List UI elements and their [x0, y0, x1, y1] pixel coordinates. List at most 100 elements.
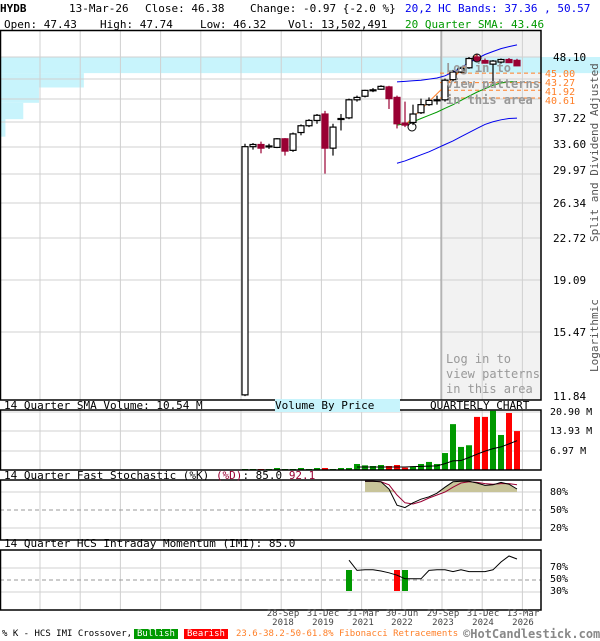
- candle: [449, 69, 457, 82]
- stoch-d-value: 92.1: [288, 469, 316, 482]
- vbp-bar: [0, 102, 24, 120]
- candle-body: [369, 89, 377, 92]
- volume-bar: [362, 465, 368, 470]
- candle: [417, 98, 425, 115]
- candle: [409, 104, 417, 126]
- candle: [241, 143, 249, 397]
- candle-body: [505, 58, 513, 64]
- candle-body: [497, 58, 505, 63]
- candle: [321, 110, 329, 174]
- candle-body: [441, 79, 449, 101]
- candle: [457, 66, 465, 74]
- volume-bar: [474, 416, 480, 470]
- stoch-k-label: 14 Quarter Fast Stochastic (%K): [4, 469, 210, 482]
- volume-bar: [346, 467, 352, 470]
- date-label-day: 30-Jun: [385, 609, 419, 619]
- candle-body: [457, 67, 465, 73]
- price-label: 15.47: [553, 326, 587, 339]
- date-label-day: 31-Dec: [466, 609, 500, 619]
- date-label: 31-Dec 2019: [303, 610, 343, 628]
- candle: [481, 58, 489, 64]
- candle: [345, 98, 353, 120]
- date-label: 30-Jun 2022: [382, 610, 422, 628]
- candle-body: [273, 138, 281, 149]
- candle-body: [329, 126, 337, 149]
- price-label: 29.97: [553, 164, 587, 177]
- log-scale-note: Logarithmic: [588, 299, 600, 372]
- candle: [385, 85, 393, 109]
- candle-body: [321, 113, 329, 149]
- crossover-legend: % K - HCS IMI Crossover,: [2, 629, 133, 639]
- candle: [265, 143, 273, 149]
- candle-body: [481, 59, 489, 64]
- volume-value: Vol: 13,502,491: [288, 18, 388, 31]
- candle-body: [449, 71, 457, 81]
- close-value: Close: 46.38: [145, 2, 225, 15]
- candle: [425, 97, 433, 106]
- stoch-label-50: 50%: [550, 505, 569, 516]
- low-value: Low: 46.32: [200, 18, 267, 31]
- candle-body: [337, 117, 345, 121]
- vbp-bar: [0, 87, 39, 103]
- change-value: Change: -0.97 {-2.0 %}: [250, 2, 396, 15]
- volume-bar: [482, 416, 488, 470]
- candle-body: [265, 145, 273, 148]
- candle: [377, 85, 385, 90]
- site-logo[interactable]: ©HotCandlestick.com: [463, 627, 600, 641]
- price-label: 19.09: [553, 274, 587, 287]
- stoch-label-80: 80%: [550, 487, 569, 498]
- candle-body: [361, 89, 369, 97]
- bearish-tag: Bearish: [184, 629, 228, 639]
- price-label: 48.10: [553, 51, 587, 64]
- pattern-marker: [472, 53, 482, 63]
- date-label-day: 28-Sep: [266, 609, 300, 619]
- sma-label: 20 Quarter SMA: 43.46: [405, 18, 545, 31]
- lower-band-line: [396, 117, 518, 164]
- quote-date: 13-Mar-26: [69, 2, 129, 15]
- candle-body: [385, 86, 393, 100]
- imi-crossover-bar: [346, 570, 352, 591]
- candle: [337, 114, 345, 131]
- fib-legend: 23.6-38.2-50-61.8% Fibonacci Retracement…: [236, 629, 459, 639]
- hc-bands-label: 20,2 HC Bands: 37.36 , 50.57: [405, 2, 591, 15]
- fib-level-4: 40.61: [545, 96, 576, 107]
- candle: [465, 57, 473, 69]
- candle-body: [401, 122, 409, 126]
- login-note-bottom[interactable]: Log in to view patterns in this area: [446, 352, 540, 396]
- candle: [289, 132, 297, 152]
- date-label-year: 2021: [352, 618, 374, 628]
- candle-body: [353, 96, 361, 101]
- date-label-year: 2019: [312, 618, 334, 628]
- candle: [297, 124, 305, 136]
- volume-bar: [338, 467, 344, 470]
- volume-bar: [434, 463, 440, 470]
- price-label: 22.72: [553, 232, 587, 245]
- date-label: 31-Dec 2024: [463, 610, 503, 628]
- volume-bar: [378, 464, 384, 470]
- vbp-bar: [0, 57, 600, 74]
- bullish-tag: Bullish: [134, 629, 178, 639]
- date-label-year: 2023: [432, 618, 454, 628]
- price-label: 33.60: [553, 138, 587, 151]
- stoch-label-20: 20%: [550, 523, 569, 534]
- candle-body: [345, 99, 353, 119]
- date-label: 29-Sep 2023: [423, 610, 463, 628]
- candle-body: [313, 114, 321, 122]
- volume-bar: [386, 465, 392, 470]
- volume-bar: [458, 446, 464, 470]
- candle-body: [377, 85, 385, 90]
- candle-body: [465, 57, 473, 69]
- login-shade: [441, 30, 541, 400]
- date-label-day: 31-Dec: [306, 609, 340, 619]
- candle-body: [417, 104, 425, 114]
- imi-panel-border: [0, 549, 542, 611]
- candle: [505, 58, 513, 64]
- candle: [441, 78, 449, 102]
- imi-crossover-bar: [394, 570, 400, 591]
- imi-label-30: 30%: [550, 586, 569, 597]
- fib-trendline: [404, 54, 478, 126]
- login-note-top[interactable]: Log in to view patterns in this area: [446, 61, 540, 107]
- candle: [513, 58, 521, 67]
- candle: [497, 58, 505, 64]
- date-label-day: 29-Sep: [426, 609, 460, 619]
